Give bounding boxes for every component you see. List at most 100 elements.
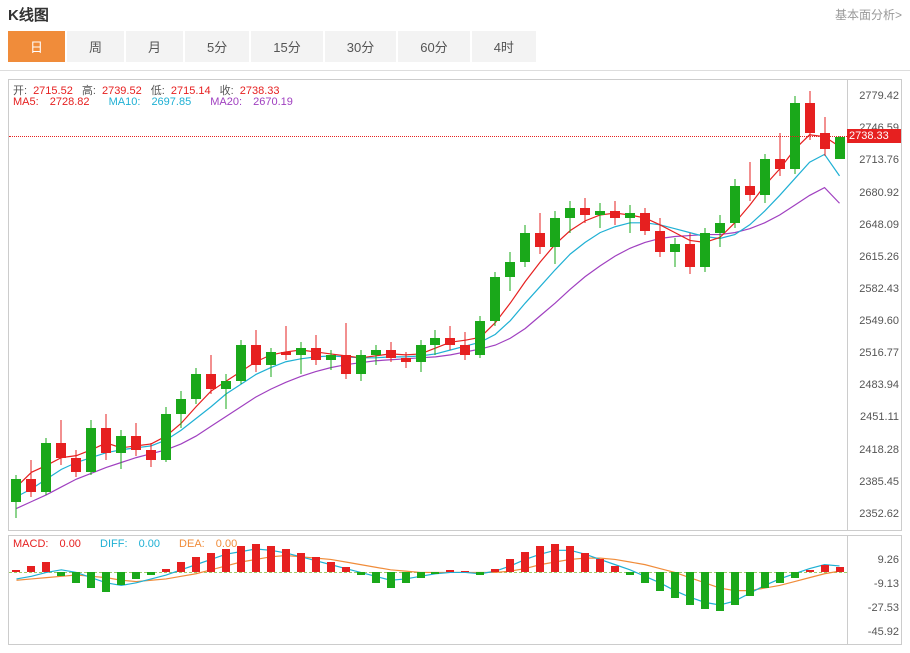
macd-bar	[776, 572, 784, 582]
macd-tick: -45.92	[868, 626, 899, 638]
macd-bar	[791, 572, 799, 577]
macd-chart[interactable]: MACD: 0.00 DIFF: 0.00 DEA: 0.00 9.26 -9.1…	[8, 535, 902, 645]
macd-bar	[731, 572, 739, 605]
candle	[670, 80, 680, 530]
macd-bar	[626, 572, 634, 575]
price-tick: 2418.28	[859, 444, 899, 456]
candle	[401, 80, 411, 530]
candle	[266, 80, 276, 530]
candle	[326, 80, 336, 530]
macd-bar	[746, 572, 754, 595]
macd-tick: 9.26	[878, 554, 899, 566]
macd-bar	[821, 565, 829, 573]
macd-bar	[641, 572, 649, 582]
ma-readout: MA5: 2728.82 MA10: 2697.85 MA20: 2670.19	[13, 96, 309, 108]
candle	[760, 80, 770, 530]
macd-bar	[222, 549, 230, 572]
price-tick: 2385.45	[859, 476, 899, 488]
macd-bar	[162, 569, 170, 573]
tab-3[interactable]: 5分	[185, 31, 249, 62]
candle	[805, 80, 815, 530]
candle	[371, 80, 381, 530]
candle	[460, 80, 470, 530]
macd-bar	[701, 572, 709, 608]
macd-bar	[177, 562, 185, 572]
candle	[206, 80, 216, 530]
macd-bar	[192, 557, 200, 573]
macd-tick: -9.13	[874, 578, 899, 590]
candle	[71, 80, 81, 530]
macd-bar	[207, 553, 215, 573]
macd-readout: MACD: 0.00 DIFF: 0.00 DEA: 0.00	[13, 538, 253, 550]
candle	[565, 80, 575, 530]
analysis-link[interactable]: 基本面分析>	[835, 6, 902, 23]
candle	[445, 80, 455, 530]
price-tick: 2483.94	[859, 379, 899, 391]
candle	[356, 80, 366, 530]
candle	[625, 80, 635, 530]
candle	[11, 80, 21, 530]
candle	[700, 80, 710, 530]
tab-0[interactable]: 日	[8, 31, 65, 62]
candle	[790, 80, 800, 530]
candle	[505, 80, 515, 530]
candle	[86, 80, 96, 530]
macd-bar	[491, 569, 499, 573]
candle	[730, 80, 740, 530]
price-tick: 2352.62	[859, 508, 899, 520]
macd-bar	[312, 557, 320, 573]
candle	[550, 80, 560, 530]
candle	[640, 80, 650, 530]
tab-4[interactable]: 15分	[251, 31, 322, 62]
macd-bar	[147, 572, 155, 575]
candle	[685, 80, 695, 530]
macd-bar	[132, 572, 140, 579]
current-price-badge: 2738.33	[847, 129, 901, 143]
macd-bar	[12, 570, 20, 573]
candle	[221, 80, 231, 530]
macd-bar	[417, 572, 425, 577]
macd-bar	[431, 572, 439, 573]
candle	[311, 80, 321, 530]
macd-bar	[656, 572, 664, 590]
macd-bar	[357, 572, 365, 575]
tab-7[interactable]: 4时	[472, 31, 536, 62]
macd-bars	[9, 536, 847, 644]
ma5-label: MA5: 2728.82	[13, 96, 98, 108]
candle	[236, 80, 246, 530]
macd-bar	[836, 567, 844, 572]
price-tick: 2549.60	[859, 315, 899, 327]
candle	[341, 80, 351, 530]
candle-layer	[9, 80, 847, 530]
macd-bar	[117, 572, 125, 585]
candle	[775, 80, 785, 530]
macd-bar	[402, 572, 410, 582]
price-tick: 2516.77	[859, 347, 899, 359]
kline-container: K线图 基本面分析> 日周月5分15分30分60分4时 开:2715.52 高:…	[0, 0, 910, 653]
macd-bar	[461, 571, 469, 572]
candle	[595, 80, 605, 530]
candle	[56, 80, 66, 530]
candle	[655, 80, 665, 530]
ma20-label: MA20: 2670.19	[210, 96, 301, 108]
macd-bar	[282, 549, 290, 572]
candle	[820, 80, 830, 530]
macd-bar	[536, 546, 544, 572]
tab-6[interactable]: 60分	[398, 31, 469, 62]
macd-bar	[237, 546, 245, 572]
chart-title: K线图	[8, 4, 49, 25]
macd-bar	[72, 572, 80, 582]
diff-label: DIFF: 0.00	[100, 538, 168, 550]
candle	[610, 80, 620, 530]
price-chart[interactable]: 开:2715.52 高:2739.52 低:2715.14 收:2738.33 …	[8, 79, 902, 531]
tab-2[interactable]: 月	[126, 31, 183, 62]
macd-bar	[476, 572, 484, 575]
macd-bar	[611, 566, 619, 573]
tab-5[interactable]: 30分	[325, 31, 396, 62]
macd-bar	[327, 562, 335, 572]
candle	[835, 80, 845, 530]
ma10-label: MA10: 2697.85	[109, 96, 200, 108]
candle	[131, 80, 141, 530]
tab-1[interactable]: 周	[67, 31, 124, 62]
macd-bar	[87, 572, 95, 588]
